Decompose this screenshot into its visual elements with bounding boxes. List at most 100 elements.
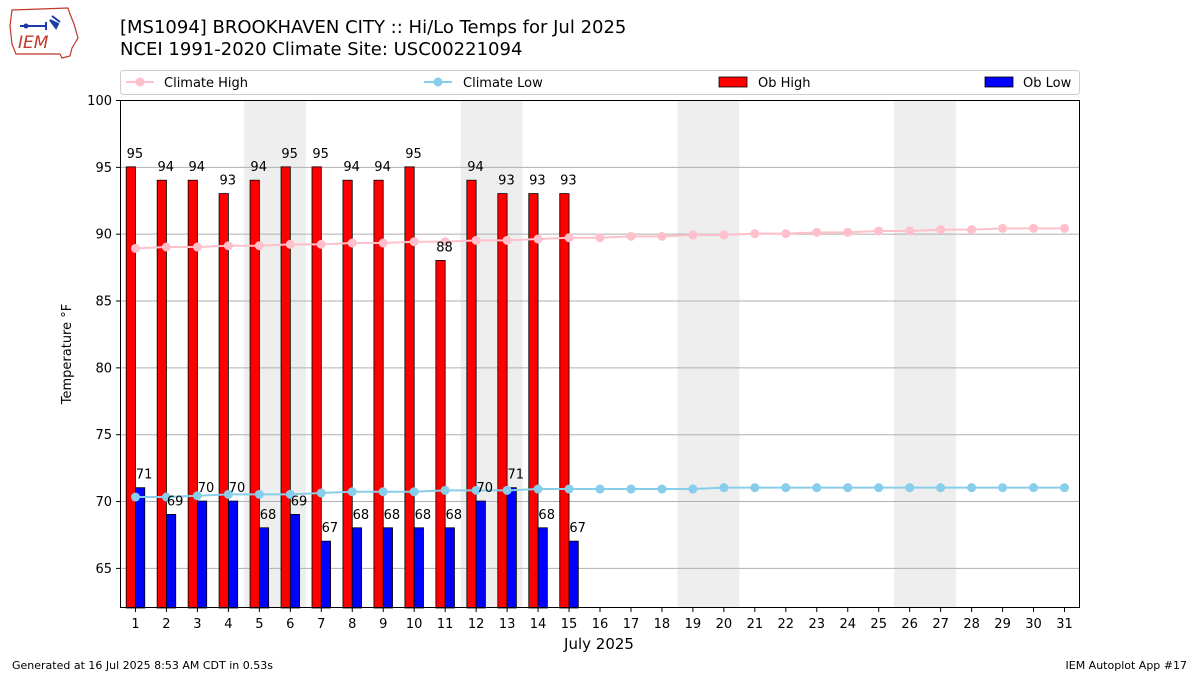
climate-high-point [316, 239, 326, 249]
ob-low-label: 67 [569, 521, 586, 536]
climate-low-point [223, 489, 233, 499]
x-tick-label: 2 [162, 617, 170, 632]
ob-high-label: 94 [158, 160, 175, 175]
climate-low-point [316, 488, 326, 498]
ob-high-label: 94 [250, 160, 267, 175]
ob-low-bar [475, 500, 486, 609]
x-tick-label: 17 [623, 617, 640, 632]
climate-low-point [688, 484, 698, 494]
climate-low-point [130, 492, 140, 502]
climate-low-point [1029, 483, 1039, 493]
ob-low-label: 68 [260, 508, 277, 523]
ob-high-label: 94 [467, 160, 484, 175]
climate-high-point [1060, 223, 1070, 233]
climate-high-point [936, 225, 946, 235]
climate-high-point [626, 231, 636, 241]
ob-high-bar [125, 166, 136, 609]
climate-high-point [533, 234, 543, 244]
x-tick-label: 10 [406, 617, 423, 632]
ob-high-label: 94 [189, 160, 206, 175]
ob-low-label: 70 [198, 481, 215, 496]
climate-low-point [626, 484, 636, 494]
weekend-band [677, 100, 740, 608]
legend: Climate High Climate Low Ob High Ob Low [120, 70, 1080, 95]
legend-climate-high-label: Climate High [164, 76, 248, 91]
ob-low-label: 68 [415, 508, 432, 523]
ob-high-label: 95 [281, 147, 298, 162]
x-tick-label: 23 [809, 617, 826, 632]
climate-high-point [657, 231, 667, 241]
ob-high-label: 95 [127, 147, 144, 162]
climate-low-point [812, 483, 822, 493]
x-tick-label: 27 [932, 617, 949, 632]
climate-low-point [192, 491, 202, 501]
climate-high-point [967, 225, 977, 235]
ob-high-bar [218, 193, 229, 609]
iem-logo: IEM [9, 7, 79, 59]
ob-low-bar [135, 487, 146, 609]
y-tick-label: 70 [95, 495, 112, 510]
climate-high-point [843, 227, 853, 237]
climate-low-point [998, 483, 1008, 493]
weekend-band [894, 100, 957, 608]
climate-high-point [564, 233, 574, 243]
ob-low-bar [506, 487, 517, 609]
climate-high-point [409, 237, 419, 247]
ob-low-bar [320, 540, 331, 609]
climate-high-point [502, 235, 512, 245]
x-tick-label: 14 [530, 617, 547, 632]
ob-low-bar [537, 527, 548, 609]
x-tick-label: 22 [778, 617, 795, 632]
legend-ob-high-label: Ob High [758, 76, 811, 91]
ob-high-label: 95 [312, 147, 329, 162]
chart-title: [MS1094] BROOKHAVEN CITY :: Hi/Lo Temps … [120, 17, 627, 38]
climate-low-point [471, 485, 481, 495]
climate-high-point [223, 241, 233, 251]
y-tick-label: 65 [95, 562, 112, 577]
ob-low-label: 69 [291, 494, 308, 509]
ob-high-bar [435, 260, 446, 609]
ob-low-bar [568, 540, 579, 609]
ob-low-label: 68 [538, 508, 555, 523]
climate-high-point [440, 237, 450, 247]
x-tick-label: 18 [654, 617, 671, 632]
climate-low-point [254, 489, 264, 499]
ob-low-label: 68 [353, 508, 370, 523]
legend-ob-low-swatch [984, 76, 1014, 88]
climate-low-point [533, 484, 543, 494]
x-tick-label: 15 [561, 617, 578, 632]
climate-low-point [967, 483, 977, 493]
x-tick-label: 4 [224, 617, 232, 632]
ob-high-bar [559, 193, 570, 609]
x-tick-label: 3 [193, 617, 201, 632]
climate-low-point [347, 487, 357, 497]
climate-high-point [254, 241, 264, 251]
legend-climate-high-marker [135, 77, 145, 87]
climate-low-point [440, 485, 450, 495]
ob-low-bar [197, 500, 208, 609]
climate-high-point [192, 242, 202, 252]
climate-low-point [161, 492, 171, 502]
ob-high-label: 93 [498, 174, 515, 189]
ob-low-bar [258, 527, 270, 609]
climate-low-point [564, 484, 574, 494]
x-tick-label: 30 [1025, 617, 1042, 632]
climate-lines [130, 223, 1070, 502]
x-tick-label: 26 [901, 617, 918, 632]
x-tick-label: 11 [437, 617, 454, 632]
generated-note: Generated at 16 Jul 2025 8:53 AM CDT in … [12, 659, 273, 672]
ob-low-bar [289, 514, 301, 609]
ob-low-label: 68 [446, 508, 463, 523]
ob-high-label: 93 [219, 174, 236, 189]
ob-low-bar [444, 527, 455, 609]
climate-high-point [750, 229, 760, 239]
climate-high-point [998, 223, 1008, 233]
plot-frame [120, 100, 1080, 608]
climate-high-point [130, 243, 140, 253]
y-tick-label: 100 [87, 94, 112, 109]
climate-high-point [161, 242, 171, 252]
x-tick-label: 31 [1056, 617, 1073, 632]
ob-low-bar [227, 500, 239, 609]
climate-high-point [285, 239, 295, 249]
